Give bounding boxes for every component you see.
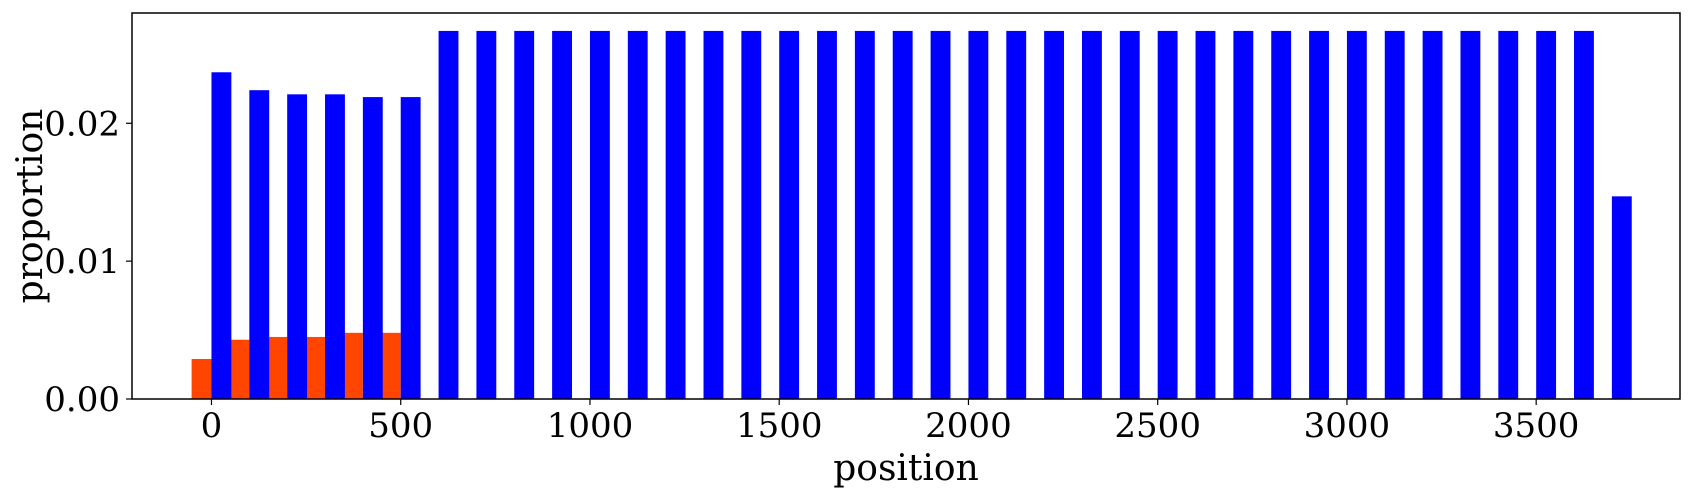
bar-series-1-4 <box>362 97 383 399</box>
bar-series-1-32 <box>1422 30 1443 399</box>
bar-series-1-33 <box>1460 30 1481 399</box>
bar-series-1-20 <box>968 30 989 399</box>
bar-series-1-8 <box>514 30 535 399</box>
x-tick-label-7: 3500 <box>1493 406 1580 446</box>
y-axis-label: proportion <box>10 109 51 304</box>
x-tick-label-4: 2000 <box>925 406 1012 446</box>
bar-series-1-35 <box>1536 30 1557 399</box>
bar-series-1-3 <box>325 94 345 399</box>
plot-frame <box>131 12 1681 400</box>
bar-series-1-7 <box>476 30 497 399</box>
bar-series-1-18 <box>892 30 913 399</box>
bar-series-0-5 <box>380 332 401 399</box>
x-tick-label-1: 500 <box>368 406 433 446</box>
bar-series-1-30 <box>1346 30 1367 399</box>
bar-series-1-28 <box>1271 30 1292 399</box>
bar-series-1-12 <box>665 30 686 399</box>
bar-series-1-22 <box>1044 30 1065 399</box>
bar-series-1-37 <box>1611 196 1632 399</box>
bar-series-1-24 <box>1119 30 1140 399</box>
bar-series-1-29 <box>1309 30 1329 399</box>
bar-series-0-2 <box>267 336 288 399</box>
x-tick-label-3: 1500 <box>736 406 823 446</box>
y-axis-ticks: 0.00 0.01 0.02 <box>44 104 132 420</box>
y-tick-label-2: 0.02 <box>44 104 120 144</box>
bar-series-1-2 <box>287 94 308 399</box>
bar-series-1-1 <box>249 90 270 399</box>
y-tick-label-0: 0.00 <box>44 380 120 420</box>
bar-series-1-21 <box>1006 30 1027 399</box>
bar-series-1-0 <box>211 72 232 399</box>
bar-series-1-31 <box>1384 30 1405 399</box>
bar-series-1-11 <box>627 30 648 399</box>
y-tick-label-1: 0.01 <box>44 242 120 282</box>
x-axis-ticks: 0 500 1000 1500 2000 2500 3000 3500 <box>201 399 1580 446</box>
x-tick-label-0: 0 <box>201 406 223 446</box>
x-tick-label-6: 3000 <box>1304 406 1391 446</box>
bar-series-0-4 <box>343 332 363 399</box>
bar-series-1-36 <box>1574 30 1594 399</box>
bar-series-1-27 <box>1233 30 1254 399</box>
bar-series-1-9 <box>552 30 572 399</box>
bar-series-1-14 <box>741 30 762 399</box>
x-tick-label-5: 2500 <box>1114 406 1201 446</box>
bar-series-0-3 <box>305 336 326 399</box>
bar-series-1-34 <box>1498 30 1519 399</box>
bar-series-1-17 <box>854 30 875 399</box>
bar-series-1-26 <box>1195 30 1216 399</box>
bar-series-1-6 <box>438 30 459 399</box>
x-tick-label-2: 1000 <box>547 406 634 446</box>
bar-series-1-13 <box>703 30 724 399</box>
bar-series-1-15 <box>779 30 800 399</box>
bar-series-1-10 <box>589 30 610 399</box>
bar-series-1-23 <box>1082 30 1102 399</box>
bar-series-1-5 <box>400 97 421 399</box>
bar-series-0-0 <box>191 359 212 399</box>
bars-group <box>191 30 1632 399</box>
bar-series-1-25 <box>1157 30 1178 399</box>
bar-series-1-16 <box>817 30 837 399</box>
bar-series-1-19 <box>930 30 951 399</box>
bar-series-0-1 <box>229 339 250 399</box>
x-axis-label: position <box>833 448 979 489</box>
